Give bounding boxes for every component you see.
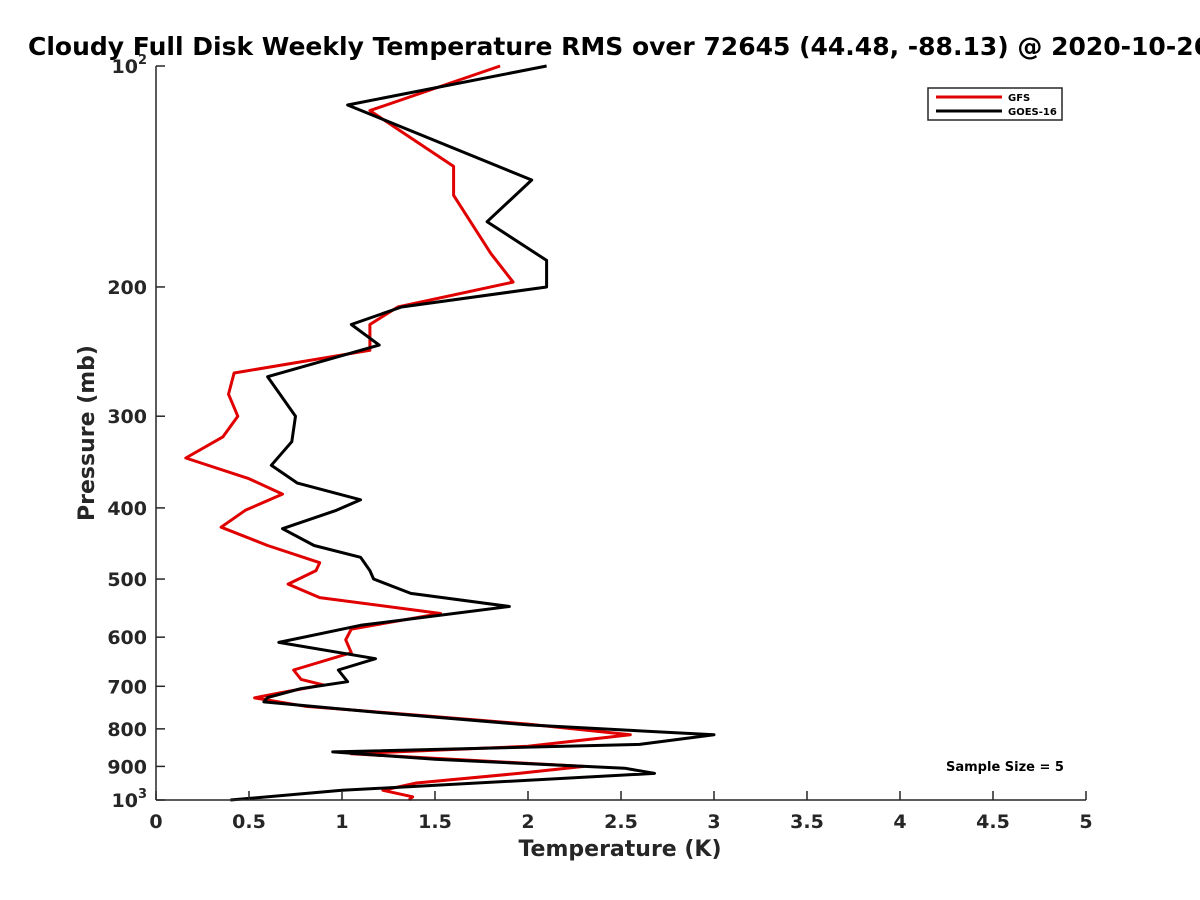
y-tick-label: 800: [107, 719, 147, 741]
legend: GFS GOES-16: [927, 87, 1063, 121]
plot-area: [184, 64, 716, 802]
x-tick-label: 3: [707, 811, 720, 833]
y-tick-label: 500: [107, 569, 147, 591]
y-ticks: 102 200 300 400 500 600 700 800 900 103: [107, 53, 165, 812]
x-tick-label: 5: [1079, 811, 1092, 833]
y-tick-label: 400: [107, 498, 147, 520]
chart-title: Cloudy Full Disk Weekly Temperature RMS …: [28, 32, 1200, 61]
x-tick-label: 4: [893, 811, 906, 833]
x-axis-label: Temperature (K): [518, 837, 721, 862]
sample-size-annotation: Sample Size = 5: [946, 760, 1064, 775]
y-tick-label: 102: [112, 53, 148, 78]
legend-entry-label: GOES-16: [1008, 107, 1057, 118]
x-tick-label: 1: [335, 811, 348, 833]
y-tick-label: 103: [112, 787, 148, 812]
legend-box: [927, 87, 1063, 121]
series-line-goes-16: [230, 64, 716, 802]
y-tick-label: 900: [107, 756, 147, 778]
legend-entry-label: GFS: [1008, 93, 1030, 104]
y-tick-label: 600: [107, 627, 147, 649]
y-tick-label: 700: [107, 676, 147, 698]
x-tick-label: 2: [521, 811, 534, 833]
y-tick-label: 300: [107, 406, 147, 428]
x-ticks: 0 0.5 1 1.5 2 2.5 3 3.5 4 4.5 5: [149, 791, 1093, 833]
y-tick-label: 200: [107, 277, 147, 299]
x-tick-label: 1.5: [418, 811, 452, 833]
series-line-gfs: [184, 64, 632, 802]
x-tick-label: 2.5: [604, 811, 638, 833]
x-tick-label: 4.5: [976, 811, 1010, 833]
x-tick-label: 0: [149, 811, 162, 833]
x-tick-label: 3.5: [790, 811, 824, 833]
x-tick-label: 0.5: [232, 811, 266, 833]
y-axis-label: Pressure (mb): [75, 345, 100, 521]
